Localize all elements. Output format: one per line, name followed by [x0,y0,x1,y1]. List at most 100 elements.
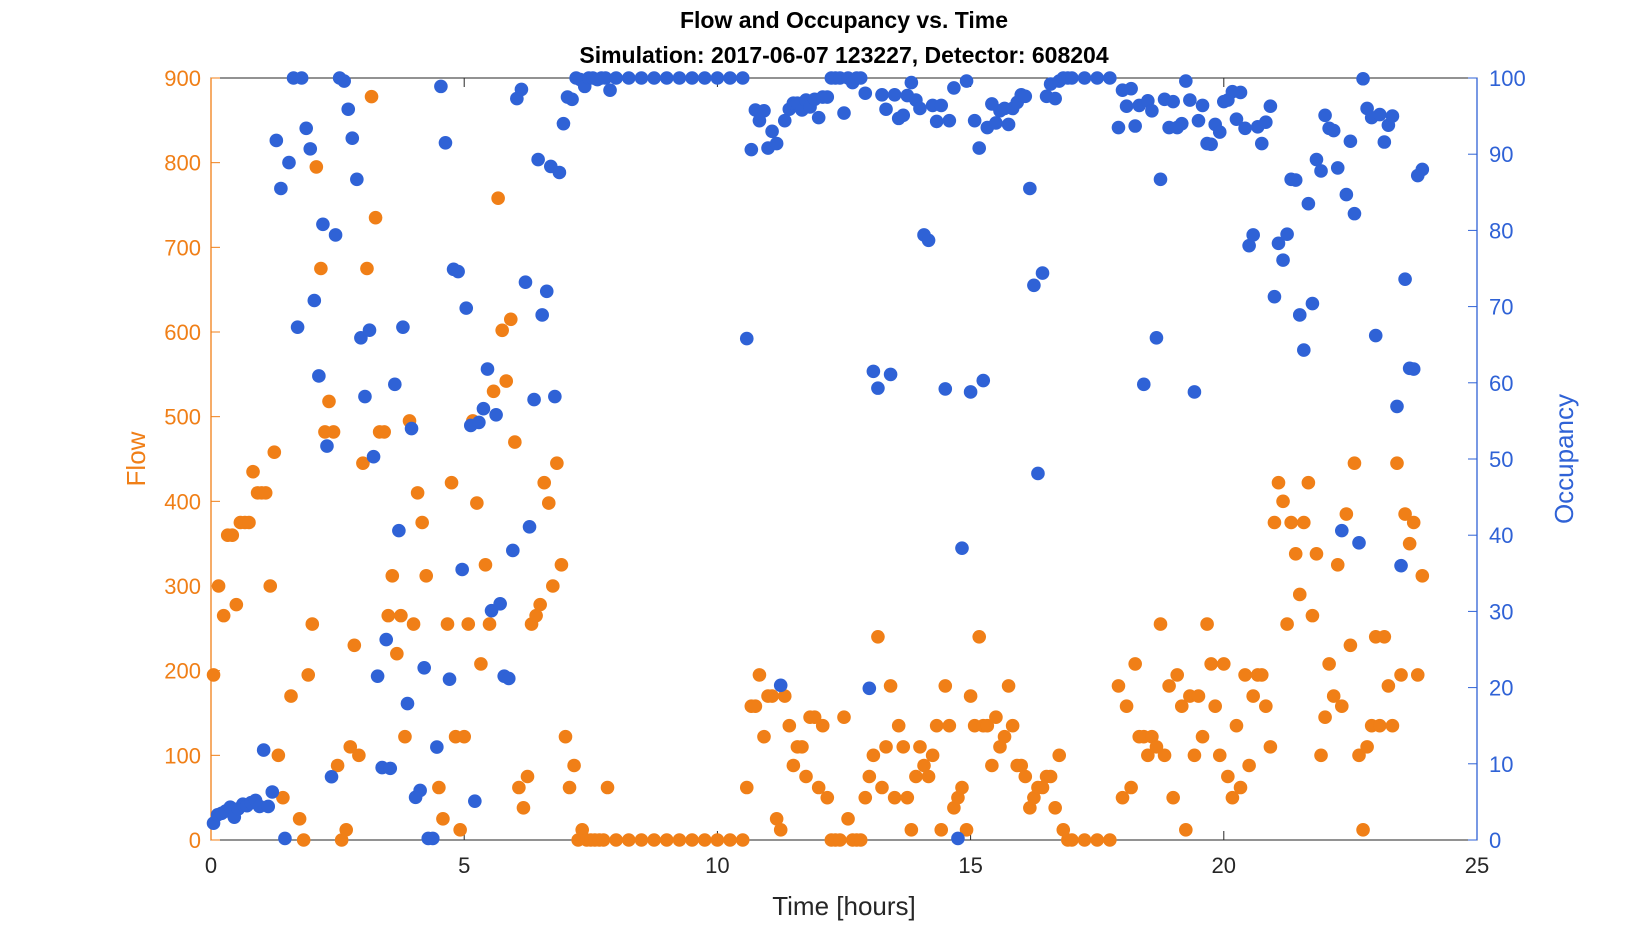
occupancy-point [769,136,784,151]
flow-point [1170,668,1185,682]
occupancy-point [392,523,406,538]
occupancy-point [1301,196,1316,211]
flow-point [1048,801,1062,815]
occupancy-point [1271,236,1286,251]
x-tick-label: 0 [205,853,217,878]
occupancy-point [1023,181,1037,196]
flow-point [1204,657,1218,671]
occupancy-point [879,102,893,117]
flow-point [1090,833,1104,847]
flow-point [1065,833,1079,847]
flow-point [1406,515,1421,530]
flow-point [1352,748,1366,763]
occupancy-point [913,101,927,116]
occupancy-point [1111,120,1126,135]
occupancy-point [1334,523,1349,538]
occupancy-point [685,71,699,85]
occupancy-point [548,389,562,404]
occupancy-point [1326,123,1341,138]
flow-point [1128,657,1142,671]
flow-point [862,769,877,784]
left-y-tick-label: 900 [164,66,201,91]
right-y-axis-label: Occupancy [1549,394,1579,524]
flow-point [634,833,649,847]
occupancy-point [1027,278,1041,293]
occupancy-point [472,415,486,430]
flow-point [1162,679,1176,693]
occupancy-point [672,71,687,85]
occupancy-point [493,596,507,611]
occupancy-point [1292,308,1307,322]
occupancy-point [1166,94,1180,109]
right-y-tick-label: 30 [1489,599,1513,624]
flow-point [440,617,455,631]
flow-point [1056,823,1071,837]
flow-point [499,374,514,388]
occupancy-point [1394,558,1408,573]
flow-point [575,823,589,837]
occupancy-point [777,113,792,128]
flow-point [799,769,813,784]
flow-point [406,617,421,631]
occupancy-point [883,367,898,382]
flow-point [390,646,404,661]
flow-point [491,191,505,206]
flow-point [1225,790,1240,805]
occupancy-point [1001,117,1016,132]
left-y-tick-label: 200 [164,659,201,684]
flow-point [807,710,822,725]
occupancy-point [757,103,771,118]
right-y-tick-label: 60 [1489,371,1513,396]
flow-point [301,668,316,682]
flow-point [1035,780,1050,795]
occupancy-point [455,562,469,577]
flow-point [1390,456,1404,471]
flow-point [419,569,434,583]
occupancy-point [1238,121,1252,136]
flow-point [1124,780,1138,795]
flow-point [925,748,940,763]
flow-point [1259,699,1273,714]
flow-point [841,812,855,826]
flow-point [546,579,560,593]
flow-point [1284,515,1298,530]
flow-point [710,833,725,847]
flow-point [1372,718,1387,733]
occupancy-point [501,671,516,686]
flow-point [309,160,324,174]
flow-point [1415,569,1430,583]
occupancy-point [896,108,911,123]
flow-point [765,689,779,703]
flow-point [997,729,1012,744]
flow-point [1221,769,1235,784]
occupancy-point [1077,71,1092,85]
occupancy-point [1187,385,1202,399]
flow-point [917,758,931,773]
flow-point [322,394,336,409]
occupancy-point [400,696,415,711]
flow-point [541,496,556,510]
left-y-tick-label: 0 [189,828,201,853]
occupancy-point [647,71,661,85]
flow-point [1145,729,1159,744]
flow-point [795,740,809,754]
flow-point [554,558,569,572]
flow-point [777,689,792,703]
flow-point [516,801,531,815]
flow-point [1111,679,1126,693]
flow-point [773,823,788,837]
right-y-tick-label: 80 [1489,218,1513,243]
flow-point [410,486,425,500]
occupancy-point [1103,71,1117,85]
occupancy-point [710,71,725,85]
flow-point [486,384,501,399]
flow-point [242,515,256,530]
flow-point [866,748,881,763]
flow-point [347,638,362,653]
flow-point [883,679,898,693]
left-y-tick-label: 100 [164,743,201,768]
flow-point [326,425,341,439]
occupancy-point [621,71,636,85]
occupancy-point [1280,227,1294,242]
flow-point [356,456,370,471]
